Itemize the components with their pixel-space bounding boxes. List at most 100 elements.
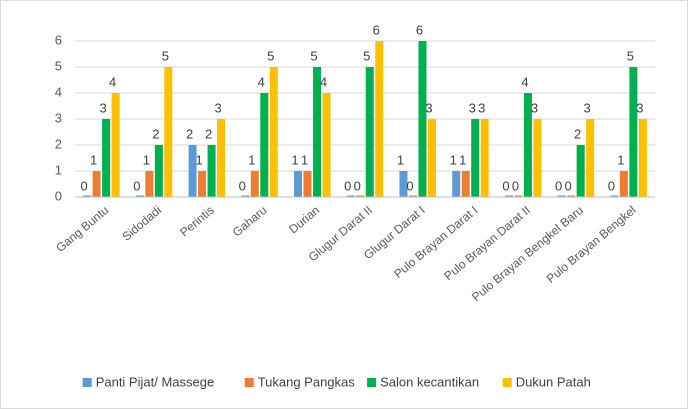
bar (313, 67, 322, 197)
bar (198, 171, 207, 197)
data-label: 5 (267, 48, 274, 63)
data-label: 1 (195, 152, 202, 167)
data-label: 0 (354, 178, 361, 193)
bar (154, 145, 163, 197)
bar (365, 67, 374, 197)
y-tick-label: 1 (55, 162, 62, 177)
bar (408, 195, 417, 197)
legend-label: Dukun Patah (516, 374, 591, 389)
bar (567, 195, 576, 197)
data-label: 5 (363, 48, 370, 63)
data-label: 5 (162, 48, 169, 63)
bar (207, 145, 216, 197)
legend-swatch (367, 378, 377, 387)
y-tick-label: 6 (55, 32, 62, 47)
data-label: 5 (627, 48, 634, 63)
data-label: 0 (344, 178, 351, 193)
data-label: 6 (373, 22, 380, 37)
bar (260, 93, 269, 197)
data-label: 0 (239, 178, 246, 193)
data-label: 1 (617, 152, 624, 167)
data-label: 0 (133, 178, 140, 193)
bar (164, 67, 173, 197)
data-label: 0 (80, 178, 87, 193)
bar (610, 195, 619, 197)
data-label: 3 (531, 100, 538, 115)
data-label: 3 (478, 100, 485, 115)
bar (533, 119, 542, 197)
bar (111, 93, 120, 197)
data-label: 0 (565, 178, 572, 193)
data-label: 1 (301, 152, 308, 167)
bar (250, 171, 259, 197)
bar (638, 119, 647, 197)
bar (269, 67, 278, 197)
bar (241, 195, 250, 197)
legend-label: Panti Pijat/ Massege (96, 374, 215, 389)
data-label: 3 (469, 100, 476, 115)
bar (557, 195, 566, 197)
y-tick-label: 2 (55, 136, 62, 151)
bar (480, 119, 489, 197)
bar (619, 171, 628, 197)
bar (461, 171, 470, 197)
data-label: 1 (459, 152, 466, 167)
data-label: 0 (406, 178, 413, 193)
data-label: 2 (574, 126, 581, 141)
legend-swatch (244, 378, 254, 387)
legend-swatch (502, 378, 512, 387)
data-label: 3 (425, 100, 432, 115)
data-label: 1 (291, 152, 298, 167)
bar (399, 171, 408, 197)
data-label: 6 (416, 22, 423, 37)
y-tick-label: 5 (55, 58, 62, 73)
data-label: 4 (109, 74, 116, 89)
bar (586, 119, 595, 197)
bar (102, 119, 111, 197)
bar (217, 119, 226, 197)
data-label: 1 (248, 152, 255, 167)
bar (504, 195, 513, 197)
bar (375, 41, 384, 197)
data-label: 3 (99, 100, 106, 115)
legend-label: Salon kecantikan (380, 374, 479, 389)
data-label: 4 (320, 74, 327, 89)
bar (92, 171, 101, 197)
bar (514, 195, 523, 197)
data-label: 4 (258, 74, 265, 89)
bar (471, 119, 480, 197)
data-label: 3 (636, 100, 643, 115)
data-label: 3 (214, 100, 221, 115)
data-label: 0 (502, 178, 509, 193)
data-label: 2 (152, 126, 159, 141)
y-tick-label: 3 (55, 110, 62, 125)
legend-label: Tukang Pangkas (258, 374, 356, 389)
data-label: 0 (555, 178, 562, 193)
data-label: 0 (608, 178, 615, 193)
bar (452, 171, 461, 197)
data-label: 0 (512, 178, 519, 193)
data-label: 4 (521, 74, 528, 89)
data-label: 1 (143, 152, 150, 167)
bar (145, 171, 154, 197)
bar (418, 41, 427, 197)
data-label: 1 (90, 152, 97, 167)
bar (629, 67, 638, 197)
bar (427, 119, 436, 197)
y-tick-label: 4 (55, 84, 62, 99)
data-label: 2 (186, 126, 193, 141)
data-label: 1 (397, 152, 404, 167)
legend-swatch (82, 378, 92, 387)
bar (523, 93, 532, 197)
bar (188, 145, 197, 197)
bar (322, 93, 331, 197)
bar (576, 145, 585, 197)
bar (135, 195, 144, 197)
data-label: 5 (310, 48, 317, 63)
bar (83, 195, 92, 197)
data-label: 1 (450, 152, 457, 167)
data-label: 2 (205, 126, 212, 141)
bar (294, 171, 303, 197)
